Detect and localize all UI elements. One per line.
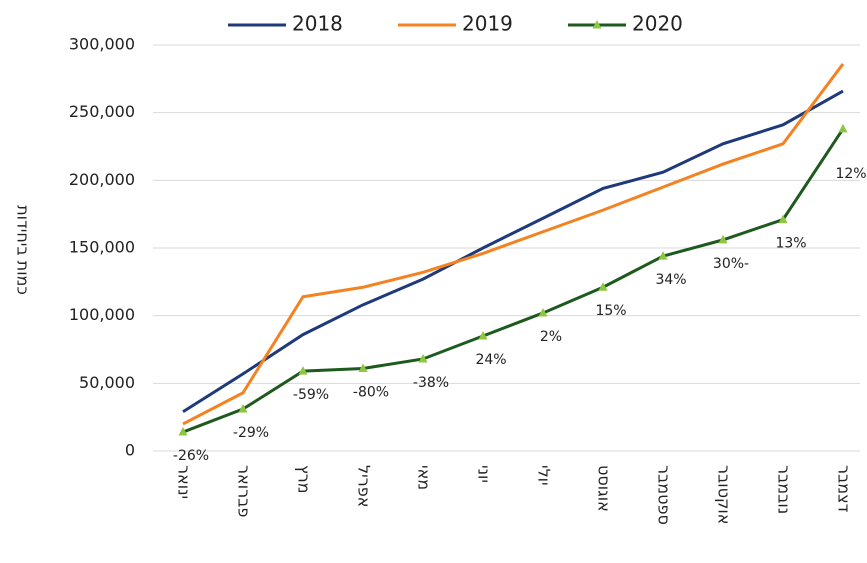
marker bbox=[658, 251, 668, 260]
x-tick-label: מאי bbox=[415, 465, 434, 490]
data-label: -26% bbox=[173, 448, 209, 464]
marker bbox=[778, 214, 788, 224]
series-line bbox=[182, 128, 845, 434]
marker bbox=[298, 366, 308, 375]
marker bbox=[718, 234, 728, 244]
x-tick-label: יולי bbox=[535, 465, 554, 486]
data-label: 24% bbox=[475, 352, 506, 368]
data-label: 30%- bbox=[713, 256, 749, 272]
data-label: -59% bbox=[293, 387, 329, 403]
marker bbox=[538, 307, 548, 317]
y-tick-label: 300,000 bbox=[69, 35, 135, 54]
legend-label: 2020 bbox=[632, 12, 683, 36]
x-tick-label: אוקטובר bbox=[715, 465, 734, 524]
x-tick-label: פברואר bbox=[235, 465, 254, 517]
marker bbox=[838, 123, 848, 133]
data-label: -80% bbox=[353, 384, 389, 400]
x-tick-label: ספטמבר bbox=[655, 465, 674, 525]
y-tick-label: 250,000 bbox=[69, 102, 135, 121]
x-tick-label: אפריל bbox=[355, 465, 374, 507]
data-label: -29% bbox=[233, 425, 269, 441]
marker bbox=[598, 282, 608, 291]
data-label: 2% bbox=[540, 329, 562, 345]
marker bbox=[178, 427, 188, 436]
y-tick-label: 150,000 bbox=[69, 238, 135, 257]
x-tick-label: אוגוסט bbox=[595, 465, 614, 512]
x-tick-label: מרץ bbox=[295, 465, 314, 494]
marker bbox=[478, 330, 488, 340]
data-label: 12% bbox=[835, 166, 866, 182]
data-label: 34% bbox=[655, 272, 686, 288]
marker bbox=[418, 353, 428, 363]
x-tick-label: יוני bbox=[475, 465, 494, 483]
y-tick-label: 100,000 bbox=[69, 305, 135, 324]
marker bbox=[238, 404, 248, 413]
data-label: 15% bbox=[595, 303, 626, 319]
marker bbox=[358, 363, 368, 372]
x-tick-label: נובמבר bbox=[775, 465, 794, 514]
data-label: -38% bbox=[413, 375, 449, 391]
legend-label: 2019 bbox=[462, 12, 513, 36]
x-tick-label: ינואר bbox=[175, 465, 194, 499]
y-tick-label: 200,000 bbox=[69, 170, 135, 189]
legend-marker bbox=[592, 20, 602, 29]
legend-label: 2018 bbox=[292, 12, 343, 36]
series-line bbox=[182, 89, 844, 414]
y-tick-label: 50,000 bbox=[79, 373, 135, 392]
y-tick-label: 0 bbox=[125, 441, 135, 460]
series-line bbox=[182, 63, 845, 426]
data-label: 13% bbox=[775, 236, 806, 252]
x-tick-label: דצמבר bbox=[835, 465, 854, 513]
y-axis-title: כמות ביחידות bbox=[14, 205, 33, 295]
